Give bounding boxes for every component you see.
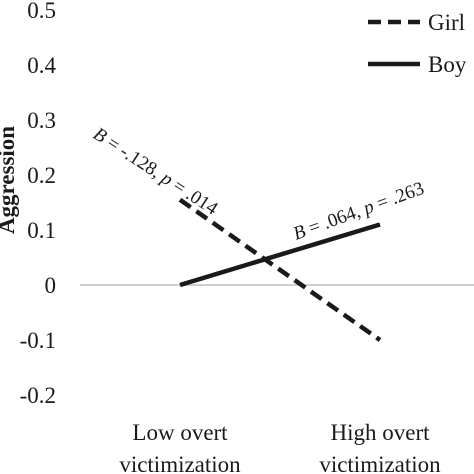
y-axis-label: Aggression bbox=[0, 126, 19, 234]
series-line-boy bbox=[179, 222, 381, 288]
y-tick-label: 0.1 bbox=[27, 218, 56, 243]
y-tick-label: 0 bbox=[45, 273, 57, 298]
annotation-boy: B = .064, p = .263 bbox=[291, 178, 427, 245]
legend-label-girl: Girl bbox=[428, 10, 465, 35]
x-tick-label: Low overt victimization bbox=[119, 420, 241, 474]
y-tick-label: 0.4 bbox=[27, 53, 56, 78]
y-tick-label: 0.5 bbox=[27, 0, 56, 23]
series-line-girl bbox=[178, 197, 382, 342]
legend: Girl Boy bbox=[368, 10, 467, 77]
x-tick-labels: Low overt victimization High overt victimiz… bbox=[119, 420, 441, 474]
y-tick-labels: -0.2 -0.1 0 0.1 0.2 0.3 0.4 0.5 bbox=[20, 0, 57, 408]
annotation-girl: B = -.128, p = .014 bbox=[89, 124, 222, 220]
legend-label-boy: Boy bbox=[428, 52, 467, 77]
y-tick-label: -0.2 bbox=[20, 383, 56, 408]
y-tick-label: 0.3 bbox=[27, 108, 56, 133]
y-tick-label: 0.2 bbox=[27, 163, 56, 188]
series-lines bbox=[178, 197, 382, 342]
y-tick-label: -0.1 bbox=[20, 328, 56, 353]
x-tick-label: High overt victimization bbox=[319, 420, 441, 474]
